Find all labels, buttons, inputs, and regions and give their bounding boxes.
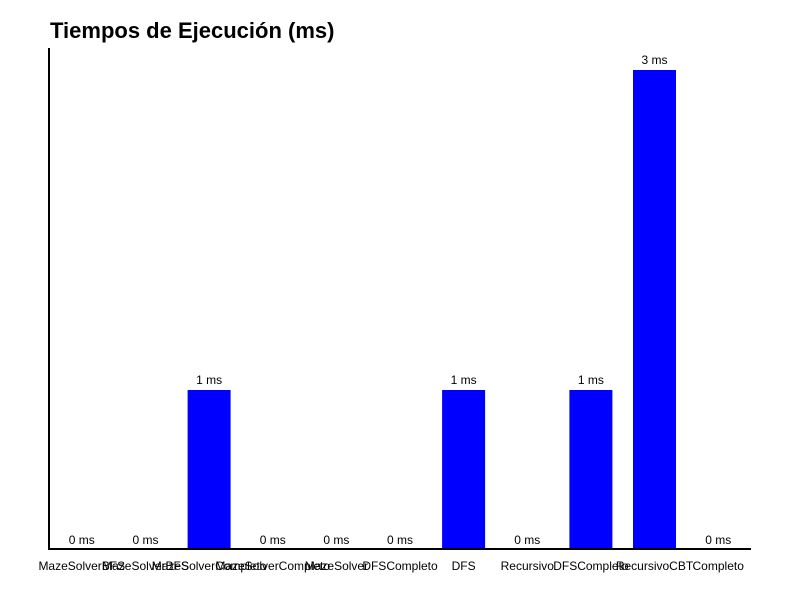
category-label: MazeSolverBFS	[102, 559, 189, 573]
bar-value-label: 3 ms	[641, 53, 667, 67]
value-labels-group: 0 ms 0 ms 1 ms 0 ms 0 ms 0 ms 1 ms 0 ms 1 ms 3 ms…	[69, 53, 731, 547]
bar-value-label: 0 ms	[260, 533, 286, 547]
bar	[633, 70, 676, 550]
bars-group	[187, 70, 676, 550]
bar	[187, 390, 231, 550]
category-label: Completo	[693, 559, 745, 573]
category-label: DFS	[452, 559, 476, 573]
category-labels-group: MazeSolverBFSMazeSolverBFSMazeSolverComp…	[38, 559, 744, 573]
bar-value-label: 1 ms	[578, 373, 604, 387]
category-label: MazeSolverCompleto	[152, 559, 267, 573]
category-label: MazeSolverCompleto	[215, 559, 330, 573]
bar-value-label: 0 ms	[323, 533, 349, 547]
chart-title: Tiempos de Ejecución (ms)	[50, 18, 335, 43]
bar-value-label: 1 ms	[451, 373, 477, 387]
bar-value-label: 0 ms	[387, 533, 413, 547]
category-label: DFSCompleto	[553, 559, 629, 573]
bar-value-label: 0 ms	[705, 533, 731, 547]
bar-value-label: 1 ms	[196, 373, 222, 387]
bar	[442, 390, 486, 550]
category-label: Recursivo	[501, 559, 555, 573]
bar-value-label: 0 ms	[69, 533, 95, 547]
category-label: MazeSolver	[305, 559, 368, 573]
category-label: RecursivoCBT	[616, 559, 694, 573]
category-label: DFSCompleto	[362, 559, 438, 573]
bar	[569, 390, 613, 550]
bar-value-label: 0 ms	[514, 533, 540, 547]
category-label: MazeSolverBFS	[38, 559, 125, 573]
bar-value-label: 0 ms	[132, 533, 158, 547]
